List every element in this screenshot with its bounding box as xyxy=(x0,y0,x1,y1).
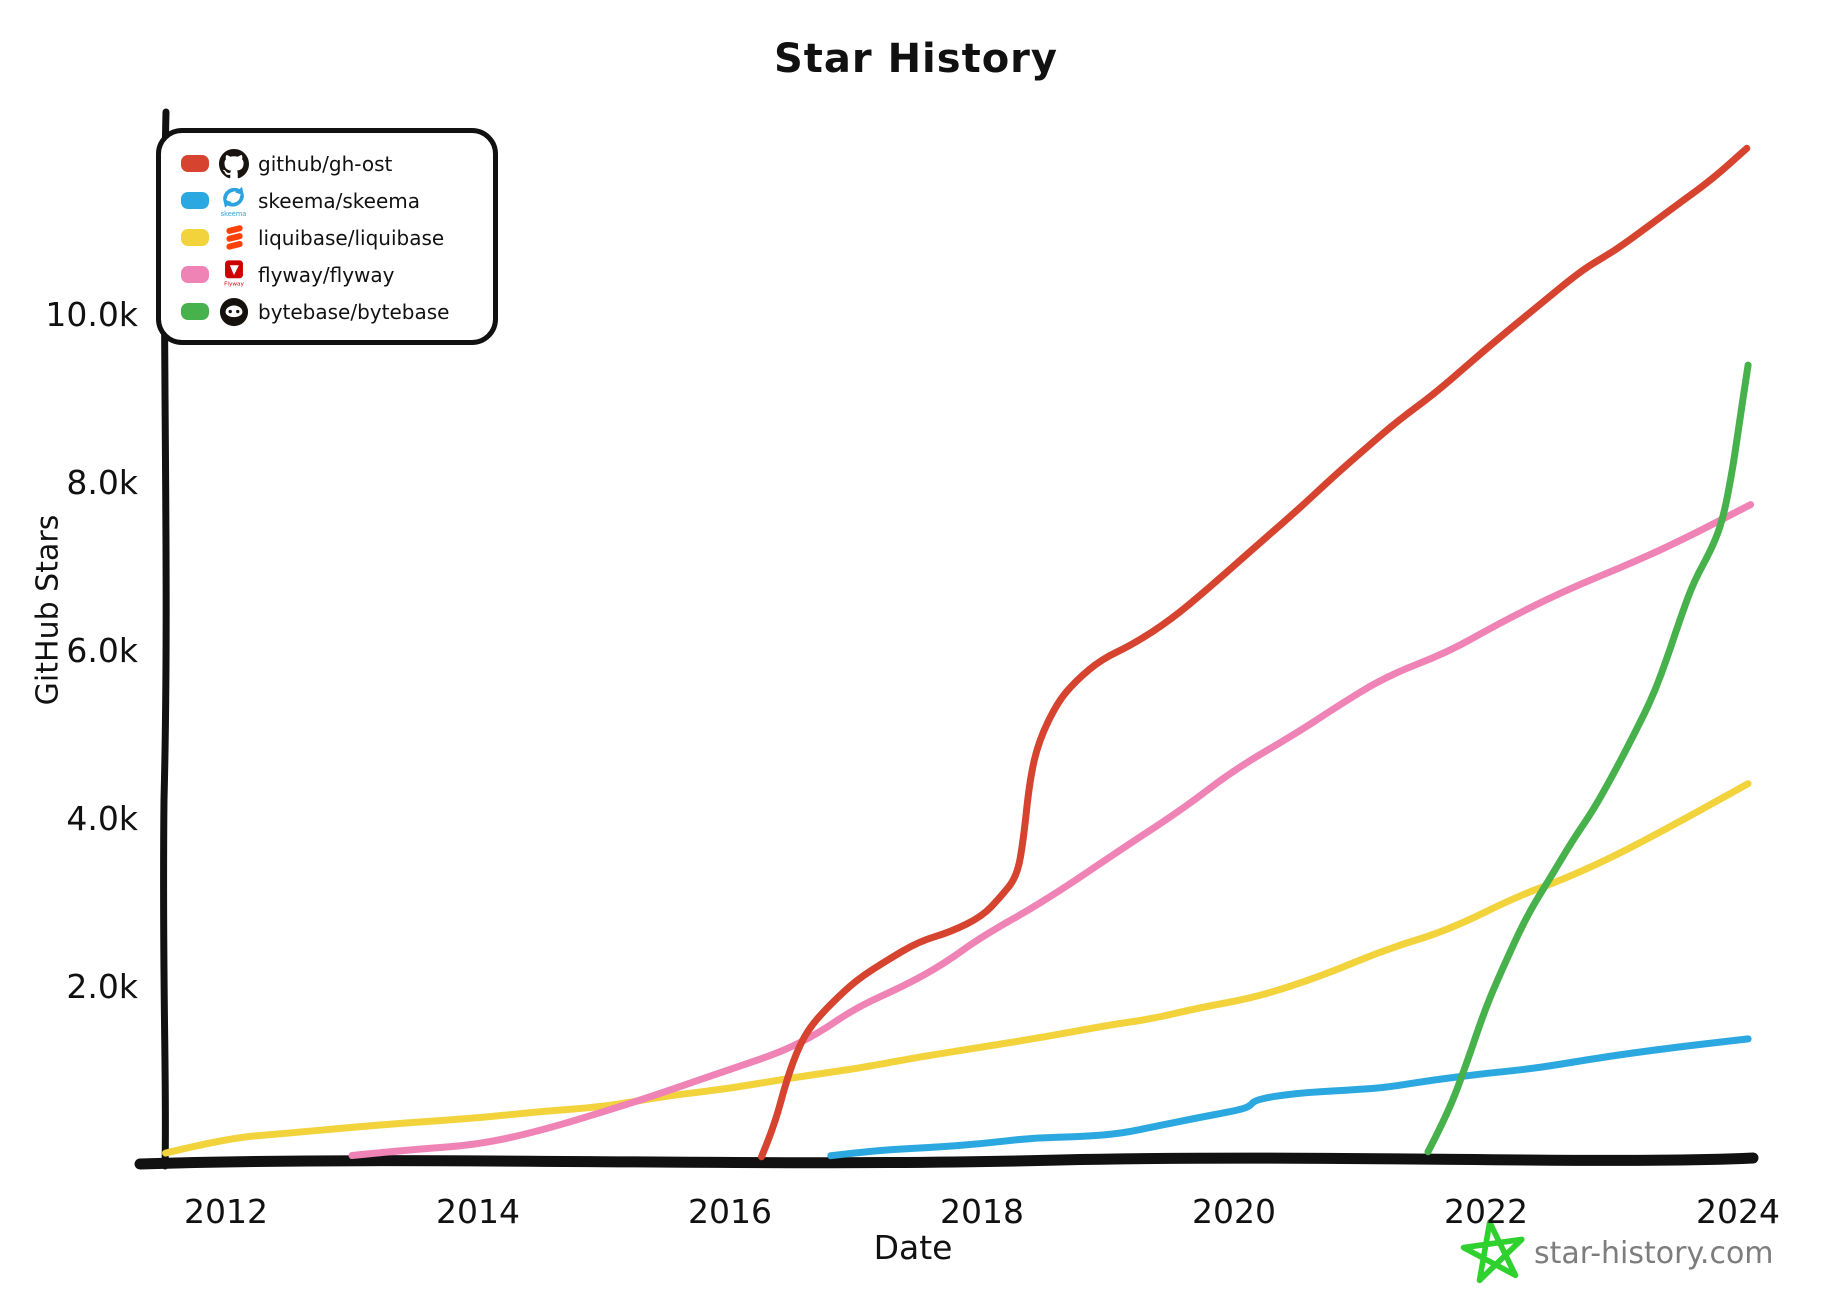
series-line-flyway-flyway xyxy=(348,501,1755,1159)
y-tick-label-4.0k: 4.0k xyxy=(66,799,138,838)
x-axis-label: Date xyxy=(873,1228,953,1267)
svg-text:Flyway: Flyway xyxy=(224,281,244,287)
y-tick-label-2.0k: 2.0k xyxy=(66,967,138,1006)
x-tick-label-2016: 2016 xyxy=(688,1192,772,1231)
series-line-github-gh-ost xyxy=(758,144,1751,1161)
github-octocat-icon xyxy=(218,147,249,181)
legend-swatch-flyway xyxy=(181,266,209,283)
legend: github/gh-ost skeema skeema/skeema xyxy=(156,128,498,345)
x-tick-label-2018: 2018 xyxy=(940,1192,1024,1231)
x-tick-label-2022: 2022 xyxy=(1444,1192,1528,1231)
series-line-skeema-skeema xyxy=(827,1035,1752,1160)
legend-swatch-bytebase xyxy=(181,303,209,320)
legend-label-bytebase: bytebase/bytebase xyxy=(258,299,450,324)
series-line-bytebase-bytebase xyxy=(1424,361,1752,1156)
x-tick-label-2020: 2020 xyxy=(1192,1192,1276,1231)
brand-footer: star-history.com xyxy=(1460,1216,1774,1290)
x-tick-label-2012: 2012 xyxy=(184,1192,268,1231)
y-tick-label-8.0k: 8.0k xyxy=(66,463,138,502)
y-tick-label-6.0k: 6.0k xyxy=(66,631,138,670)
series-line-liquibase-liquibase xyxy=(162,780,1752,1157)
star-history-star-icon xyxy=(1460,1219,1525,1284)
chart-title: Star History xyxy=(774,36,1058,82)
legend-swatch-skeema xyxy=(181,192,209,209)
legend-label-skeema: skeema/skeema xyxy=(258,188,421,213)
legend-item-skeema: skeema skeema/skeema xyxy=(161,182,493,219)
y-axis-label: GitHub Stars xyxy=(30,514,66,706)
legend-item-bytebase: bytebase/bytebase xyxy=(161,293,493,330)
legend-swatch-liquibase xyxy=(181,229,209,246)
x-tick-label-2024: 2024 xyxy=(1696,1192,1780,1231)
y-tick-label-10.0k: 10.0k xyxy=(45,295,138,334)
legend-label-flyway: flyway/flyway xyxy=(258,262,395,287)
legend-item-gh-ost: github/gh-ost xyxy=(161,145,493,182)
skeema-logo-icon: skeema xyxy=(218,184,249,218)
liquibase-logo-icon xyxy=(218,221,249,255)
bytebase-logo-icon xyxy=(218,295,249,329)
legend-item-flyway: Flyway flyway/flyway xyxy=(161,256,493,293)
legend-item-liquibase: liquibase/liquibase xyxy=(161,219,493,256)
flyway-logo-icon: Flyway xyxy=(218,258,249,292)
svg-text:skeema: skeema xyxy=(221,210,247,218)
legend-label-liquibase: liquibase/liquibase xyxy=(258,225,445,250)
x-tick-label-2014: 2014 xyxy=(436,1192,520,1231)
legend-label-gh-ost: github/gh-ost xyxy=(258,151,393,176)
brand-text: star-history.com xyxy=(1534,1235,1774,1271)
legend-swatch-gh-ost xyxy=(181,155,209,172)
x-axis-line xyxy=(134,1152,1759,1170)
